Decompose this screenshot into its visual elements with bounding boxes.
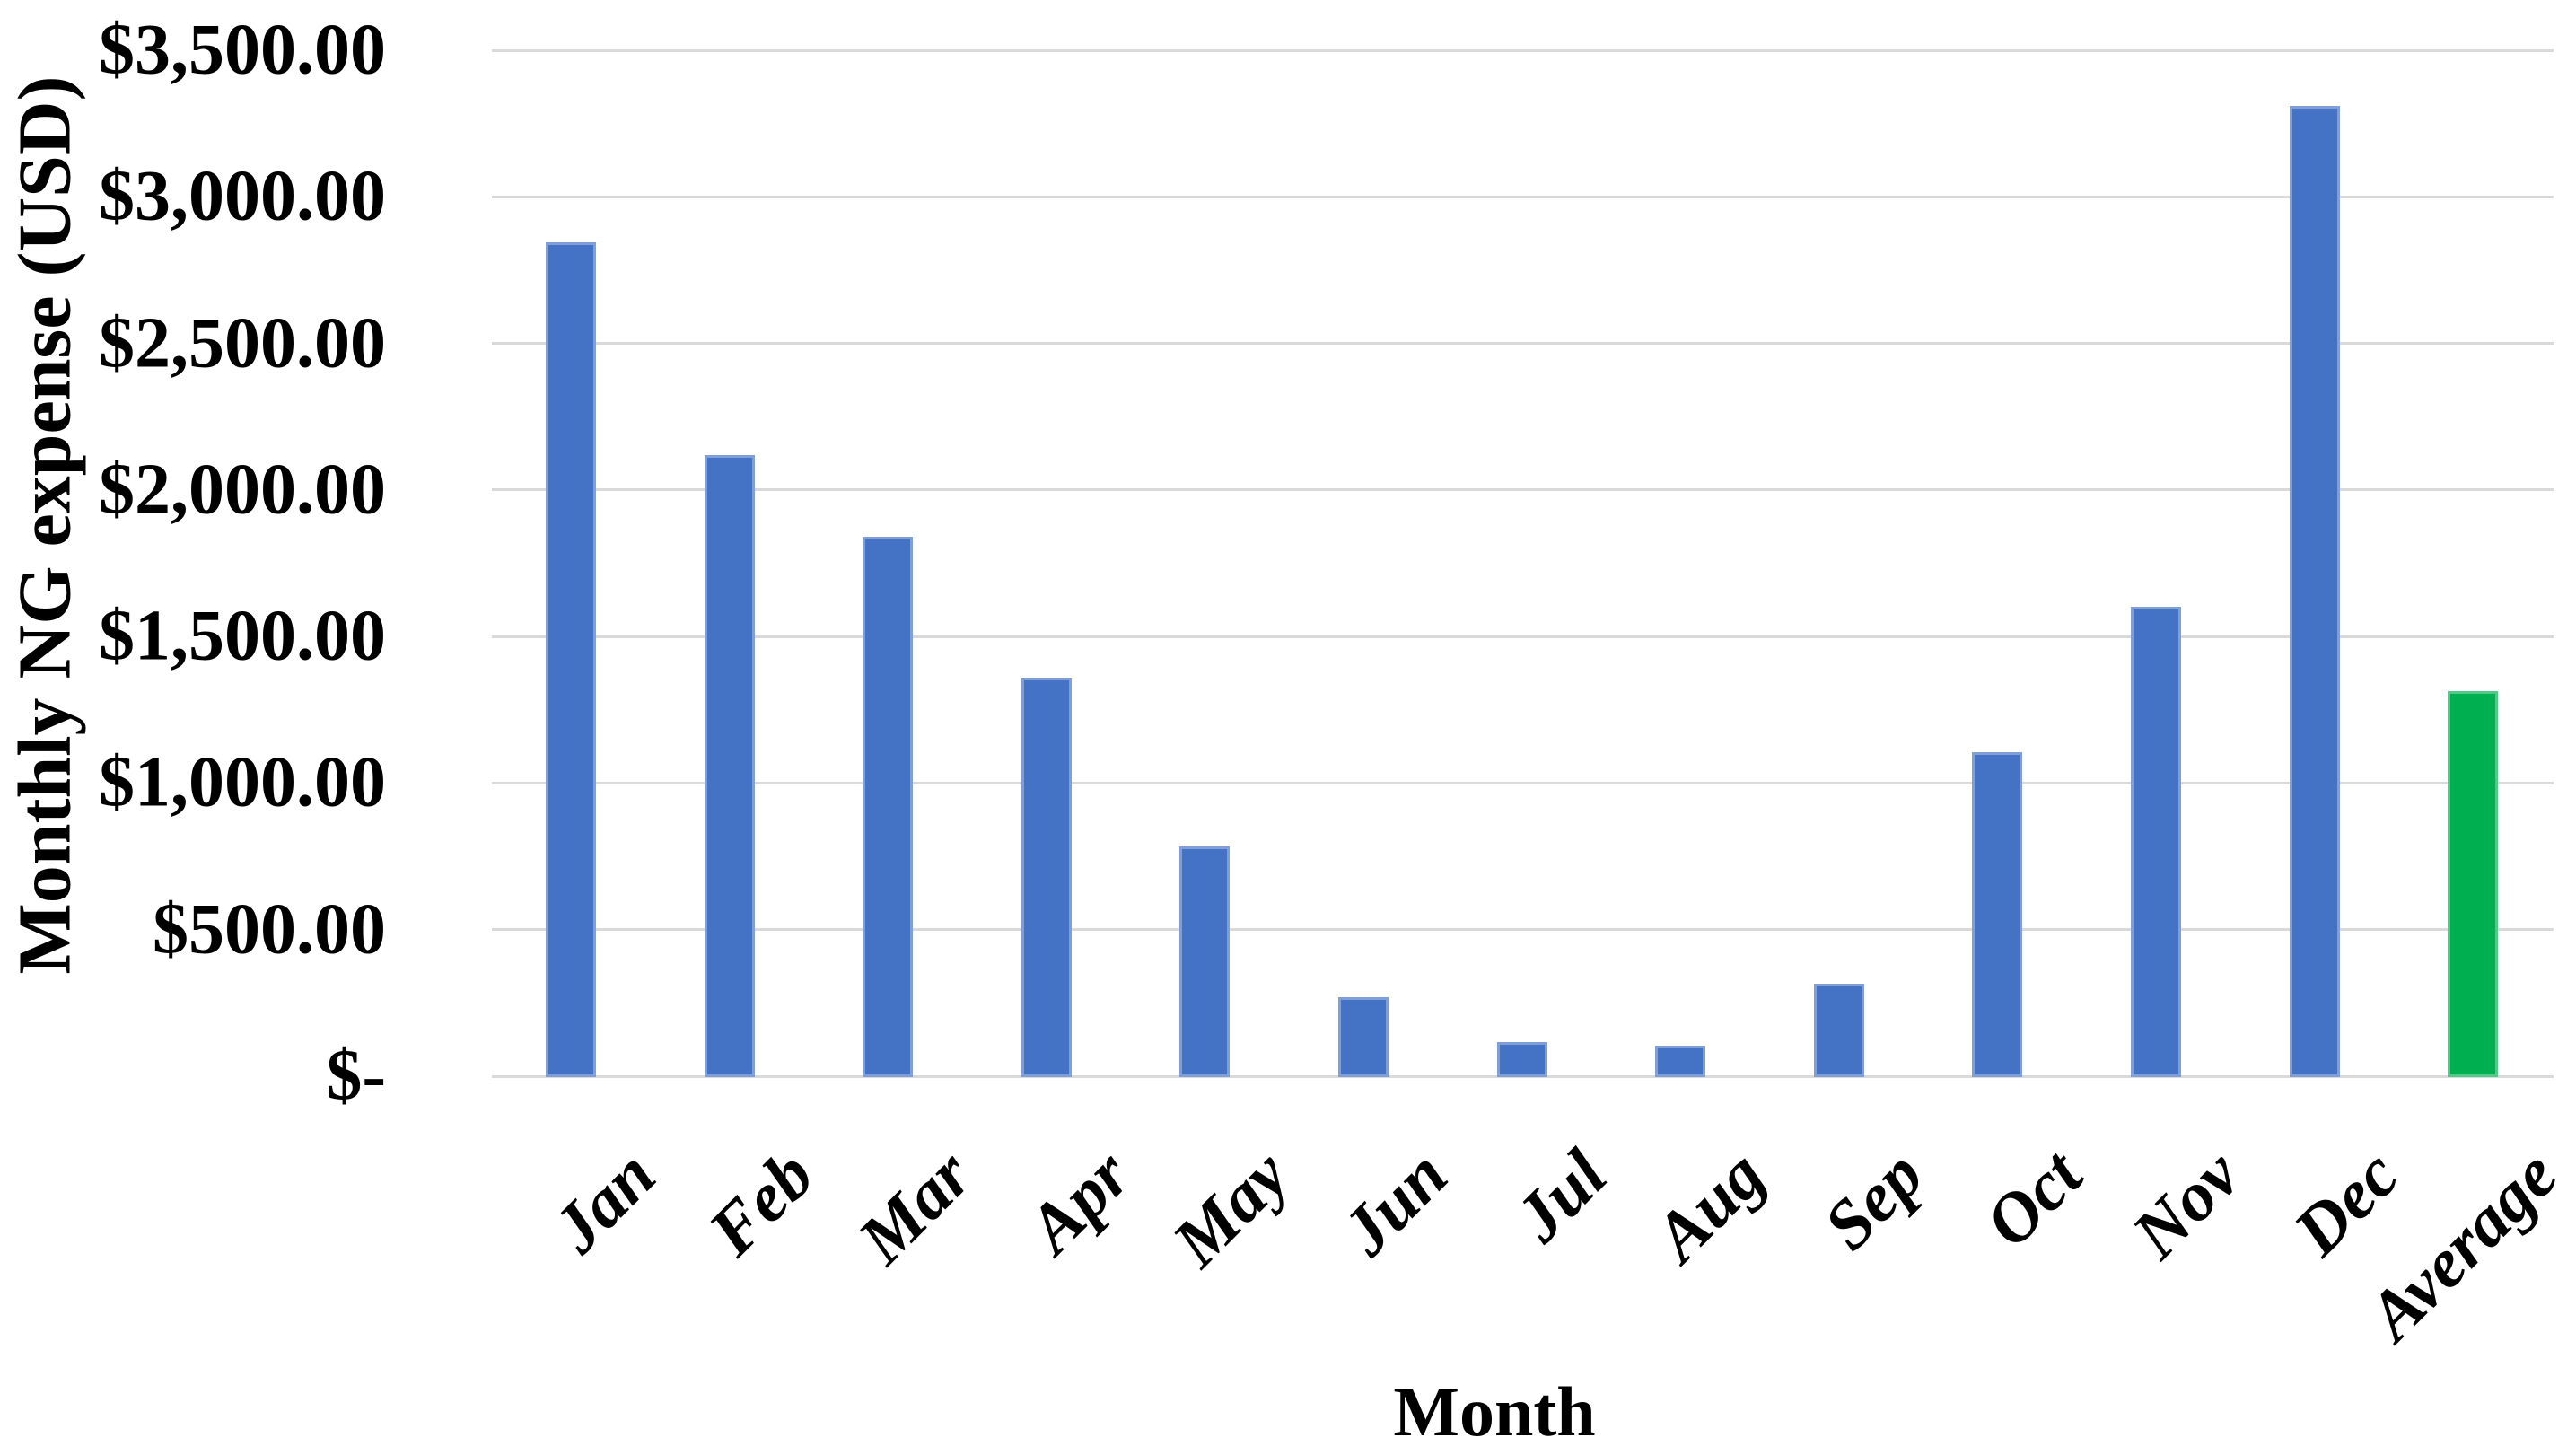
x-tick-label-jan: Jan xyxy=(537,1135,670,1267)
bar-dec xyxy=(2289,106,2340,1078)
bar-average xyxy=(2448,690,2499,1078)
y-axis-title: Monthly NG expense (USD) xyxy=(3,75,87,975)
bar-sep xyxy=(1813,984,1864,1078)
x-tick-label-mar: Mar xyxy=(843,1135,987,1279)
gridline xyxy=(492,635,2554,638)
x-tick-label-dec: Dec xyxy=(2278,1135,2414,1270)
bar-jan xyxy=(546,241,596,1078)
x-axis-title: Month xyxy=(1393,1372,1596,1451)
y-tick-label: $2,000.00 xyxy=(99,450,386,530)
x-tick-label-oct: Oct xyxy=(1969,1135,2097,1262)
bar-apr xyxy=(1021,677,1072,1078)
gridline xyxy=(492,195,2554,198)
bar-jun xyxy=(1338,996,1389,1078)
gridline xyxy=(492,928,2554,932)
bar-mar xyxy=(863,537,914,1078)
y-tick-label: $1,000.00 xyxy=(99,742,386,822)
bar-oct xyxy=(1972,752,2023,1078)
y-tick-label: $500.00 xyxy=(153,890,386,969)
x-tick-label-jul: Jul xyxy=(1499,1135,1621,1257)
gridline xyxy=(492,48,2554,52)
x-tick-label-apr: Apr xyxy=(1012,1135,1145,1267)
y-tick-label: $2,500.00 xyxy=(99,303,386,383)
y-tick-label: $3,000.00 xyxy=(99,156,386,236)
y-tick-label: $3,500.00 xyxy=(99,10,386,90)
x-tick-label-feb: Feb xyxy=(693,1135,828,1270)
bar-jul xyxy=(1496,1042,1547,1078)
gridline xyxy=(492,342,2554,346)
y-tick-label: $- xyxy=(326,1036,386,1116)
x-tick-label-nov: Nov xyxy=(2116,1135,2255,1273)
bar-nov xyxy=(2131,607,2181,1078)
bar-aug xyxy=(1655,1045,1706,1078)
x-tick-label-sep: Sep xyxy=(1808,1135,1938,1265)
x-tick-label-aug: Aug xyxy=(1638,1135,1780,1276)
x-tick-label-may: May xyxy=(1157,1135,1304,1282)
bar-may xyxy=(1179,846,1231,1078)
gridline xyxy=(492,781,2554,784)
gridline xyxy=(492,488,2554,492)
y-tick-label: $1,500.00 xyxy=(99,596,386,676)
x-tick-label-jun: Jun xyxy=(1327,1135,1462,1270)
bar-feb xyxy=(704,454,755,1078)
